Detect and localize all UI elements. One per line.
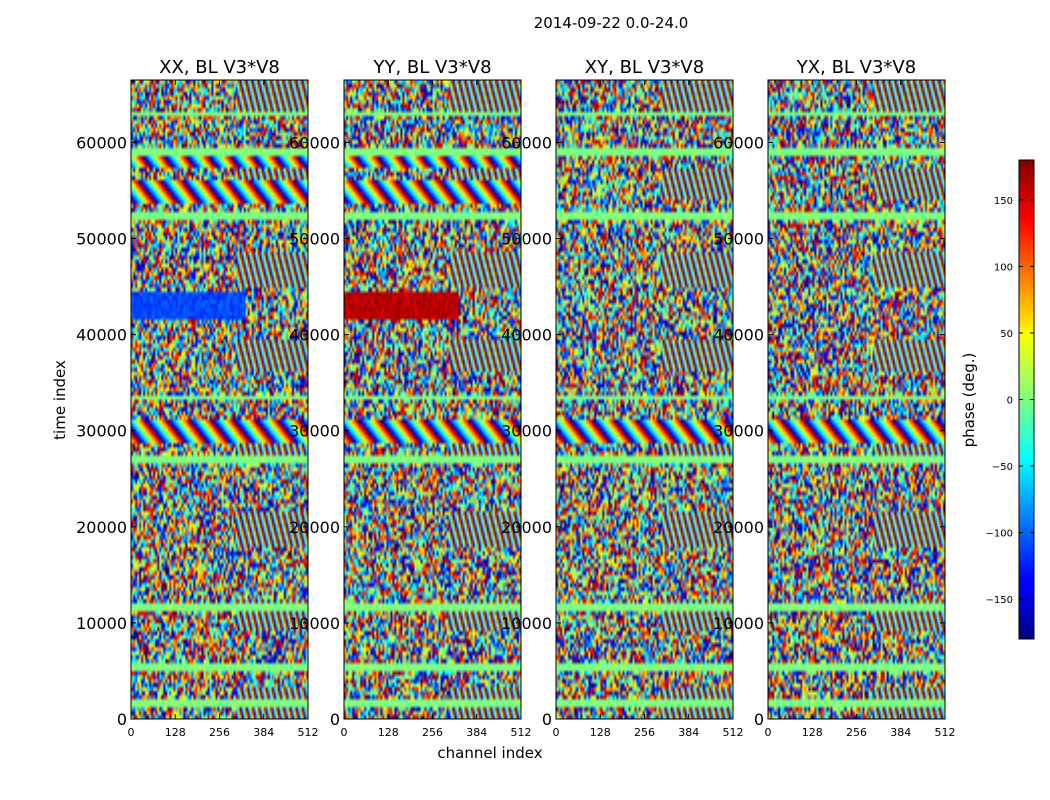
y-tick-label: 50000: [713, 230, 764, 249]
x-tick-label: 512: [723, 726, 744, 739]
y-tick-label: 60000: [501, 133, 552, 152]
panels-group: XX, BL V3*V8 0 128 256 384 512 0 10000 20000 3000…: [76, 57, 955, 739]
figure-suptitle: 2014-09-22 0.0-24.0: [534, 14, 689, 32]
y-tick-label: 0: [542, 710, 552, 729]
heatmap-xx: [131, 80, 308, 719]
panel-title: XY, BL V3*V8: [585, 57, 704, 78]
colorbar-label: phase (deg.): [960, 353, 978, 448]
y-tick-label: 0: [330, 710, 340, 729]
y-tick-label: 40000: [76, 326, 127, 345]
colorbar: −150 −100 −50 0 50 100 150 phase (deg.): [960, 159, 1035, 640]
y-tick-label: 0: [754, 710, 764, 729]
x-tick-label: 512: [935, 726, 956, 739]
x-tick-label: 0: [553, 726, 560, 739]
panel-title: YY, BL V3*V8: [372, 57, 491, 78]
colorbar-tick-label: 50: [1000, 329, 1013, 340]
x-tick-label: 128: [378, 726, 399, 739]
y-tick-label: 10000: [713, 614, 764, 633]
x-tick-label: 0: [765, 726, 772, 739]
x-tick-label: 0: [341, 726, 348, 739]
x-tick-label: 512: [511, 726, 532, 739]
y-tick-label: 10000: [289, 614, 340, 633]
y-tick-label: 60000: [76, 133, 127, 152]
y-tick-label: 20000: [76, 518, 127, 537]
colorbar-tick-label: −100: [986, 529, 1013, 540]
colorbar-tick-label: −150: [986, 595, 1013, 606]
y-tick-label: 50000: [501, 230, 552, 249]
panel-yx: YX, BL V3*V8 0 128 256 384 512 0 10000 20000 3000…: [713, 57, 955, 739]
x-tick-label: 384: [466, 726, 487, 739]
y-tick-label: 40000: [713, 326, 764, 345]
x-tick-label: 256: [422, 726, 443, 739]
x-axis-label: channel index: [437, 744, 542, 762]
x-tick-label: 128: [165, 726, 186, 739]
heatmap-xy: [556, 80, 733, 719]
y-tick-label: 60000: [289, 133, 340, 152]
y-tick-label: 30000: [289, 422, 340, 441]
x-tick-label: 128: [590, 726, 611, 739]
colorbar-tick-label: −50: [992, 462, 1013, 473]
x-tick-label: 0: [128, 726, 135, 739]
y-tick-label: 30000: [713, 422, 764, 441]
x-tick-label: 384: [890, 726, 911, 739]
y-tick-label: 10000: [501, 614, 552, 633]
panel-title: XX, BL V3*V8: [159, 57, 280, 78]
colorbar-ticks: −150 −100 −50 0 50 100 150: [986, 196, 1034, 606]
x-tick-label: 512: [298, 726, 319, 739]
y-tick-label: 20000: [289, 518, 340, 537]
x-tick-label: 256: [209, 726, 230, 739]
y-tick-label: 10000: [76, 614, 127, 633]
panel-xx: XX, BL V3*V8 0 128 256 384 512 0 10000 20000 3000…: [76, 57, 318, 739]
axis-labels-group: channel index time index: [51, 360, 543, 762]
x-tick-label: 384: [253, 726, 274, 739]
y-tick-label: 30000: [76, 422, 127, 441]
x-tick-label: 128: [802, 726, 823, 739]
colorbar-tick-label: 100: [994, 262, 1013, 273]
y-tick-label: 30000: [501, 422, 552, 441]
y-tick-label: 60000: [713, 133, 764, 152]
y-tick-label: 40000: [289, 326, 340, 345]
colorbar-tick-label: 150: [994, 196, 1013, 207]
panel-xy: XY, BL V3*V8 0 128 256 384 512 0 10000 20000 3000…: [501, 57, 743, 739]
y-tick-label: 40000: [501, 326, 552, 345]
y-tick-label: 50000: [76, 230, 127, 249]
x-tick-label: 256: [846, 726, 867, 739]
panel-yy: YY, BL V3*V8 0 128 256 384 512 0 10000 20000 3000…: [289, 57, 531, 739]
x-tick-label: 384: [678, 726, 699, 739]
y-tick-label: 20000: [713, 518, 764, 537]
heatmap-yx: [768, 80, 945, 719]
y-tick-label: 20000: [501, 518, 552, 537]
y-axis-label: time index: [51, 360, 69, 440]
heatmap-yy: [344, 80, 521, 719]
panel-title: YX, BL V3*V8: [796, 57, 916, 78]
y-tick-label: 50000: [289, 230, 340, 249]
colorbar-tick-label: 0: [1007, 396, 1013, 407]
x-tick-label: 256: [634, 726, 655, 739]
y-tick-label: 0: [117, 710, 127, 729]
